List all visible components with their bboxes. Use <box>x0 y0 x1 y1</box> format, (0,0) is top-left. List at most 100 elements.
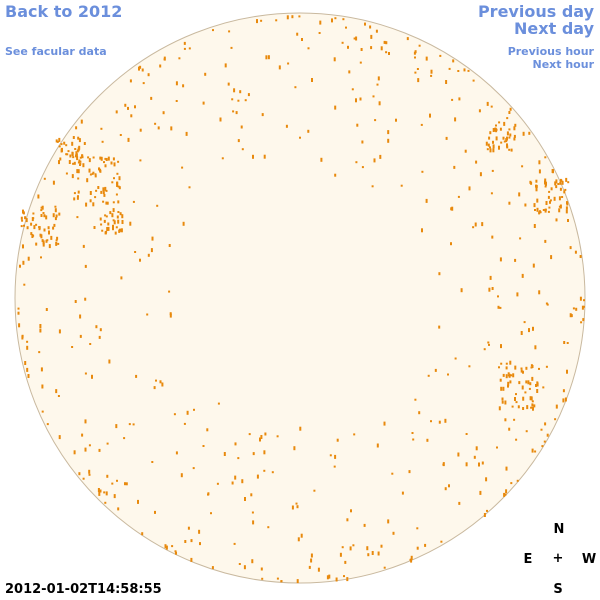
facula <box>241 148 244 151</box>
facula <box>117 185 120 188</box>
facula <box>510 482 513 485</box>
facula <box>418 411 421 415</box>
facula <box>238 563 241 565</box>
facula <box>46 423 49 426</box>
facula <box>479 490 482 495</box>
facula <box>579 296 582 301</box>
facula <box>545 181 547 186</box>
facula <box>71 346 74 348</box>
facula <box>534 209 536 211</box>
facula <box>387 138 390 143</box>
facula <box>411 432 414 434</box>
facula <box>486 148 489 151</box>
facula <box>260 567 263 571</box>
next-hour-link[interactable]: Next hour <box>532 58 595 71</box>
facula <box>244 99 247 102</box>
facula <box>521 165 524 168</box>
facula <box>244 497 246 501</box>
facula <box>60 148 63 153</box>
facula <box>146 313 149 316</box>
facula <box>438 272 441 276</box>
facula <box>502 373 505 377</box>
facula <box>336 438 339 442</box>
facula <box>88 168 91 173</box>
facula <box>430 69 433 74</box>
facula <box>234 442 237 446</box>
facula <box>77 195 79 198</box>
facula <box>518 381 521 385</box>
facula <box>488 287 491 292</box>
facula <box>55 139 58 143</box>
facula <box>221 157 224 160</box>
facular-link[interactable]: See facular data <box>5 45 107 58</box>
facula <box>511 405 514 408</box>
facula <box>454 117 457 122</box>
facula <box>99 217 102 221</box>
back-link[interactable]: Back to 2012 <box>5 2 123 21</box>
facula <box>387 130 390 135</box>
facula <box>508 148 511 151</box>
facula <box>385 41 388 45</box>
facula <box>286 15 289 20</box>
facula <box>414 50 417 54</box>
facula <box>536 198 539 203</box>
facula <box>514 397 516 401</box>
facula <box>76 216 79 219</box>
facula <box>522 131 525 136</box>
facula <box>76 169 79 174</box>
facula <box>81 154 84 158</box>
facula <box>190 539 193 543</box>
facula <box>20 225 23 228</box>
previous-day-link[interactable]: Previous day <box>477 2 594 21</box>
facula <box>504 493 507 496</box>
facula <box>346 577 349 582</box>
facula <box>555 179 558 184</box>
facula <box>473 455 476 459</box>
facula <box>75 151 78 155</box>
facula <box>295 502 298 505</box>
facula <box>182 84 185 88</box>
facula <box>457 195 460 198</box>
facula <box>492 148 495 153</box>
facula <box>498 121 501 124</box>
previous-hour-link[interactable]: Previous hour <box>507 45 594 58</box>
facula <box>45 215 48 220</box>
facula <box>141 68 144 72</box>
facula <box>89 191 92 195</box>
facula <box>532 326 534 331</box>
facula <box>474 222 477 227</box>
facula <box>100 127 103 130</box>
facula <box>276 435 279 438</box>
facula <box>542 386 545 389</box>
facula <box>168 244 171 247</box>
facula <box>356 123 359 127</box>
facula <box>98 448 101 452</box>
facula <box>192 467 195 470</box>
facula <box>88 444 91 447</box>
facula <box>73 192 76 195</box>
facula <box>78 472 81 476</box>
facula <box>424 543 427 547</box>
facula <box>40 367 43 372</box>
facula <box>525 380 528 384</box>
facula <box>105 189 108 192</box>
facula <box>388 52 390 55</box>
compass-west: W <box>581 552 597 567</box>
facula <box>55 241 58 246</box>
facula <box>79 162 82 165</box>
facula <box>307 129 310 133</box>
facula <box>532 263 535 268</box>
facula <box>341 41 344 44</box>
facula <box>30 222 33 226</box>
facula <box>454 357 457 360</box>
facula <box>401 491 404 495</box>
facula <box>285 124 288 128</box>
facula <box>137 499 139 504</box>
facula <box>310 558 313 563</box>
next-day-link[interactable]: Next day <box>514 19 594 38</box>
facula <box>491 235 494 239</box>
facula <box>505 366 508 370</box>
facula <box>71 151 74 155</box>
facula <box>58 137 61 142</box>
facula <box>530 181 533 185</box>
